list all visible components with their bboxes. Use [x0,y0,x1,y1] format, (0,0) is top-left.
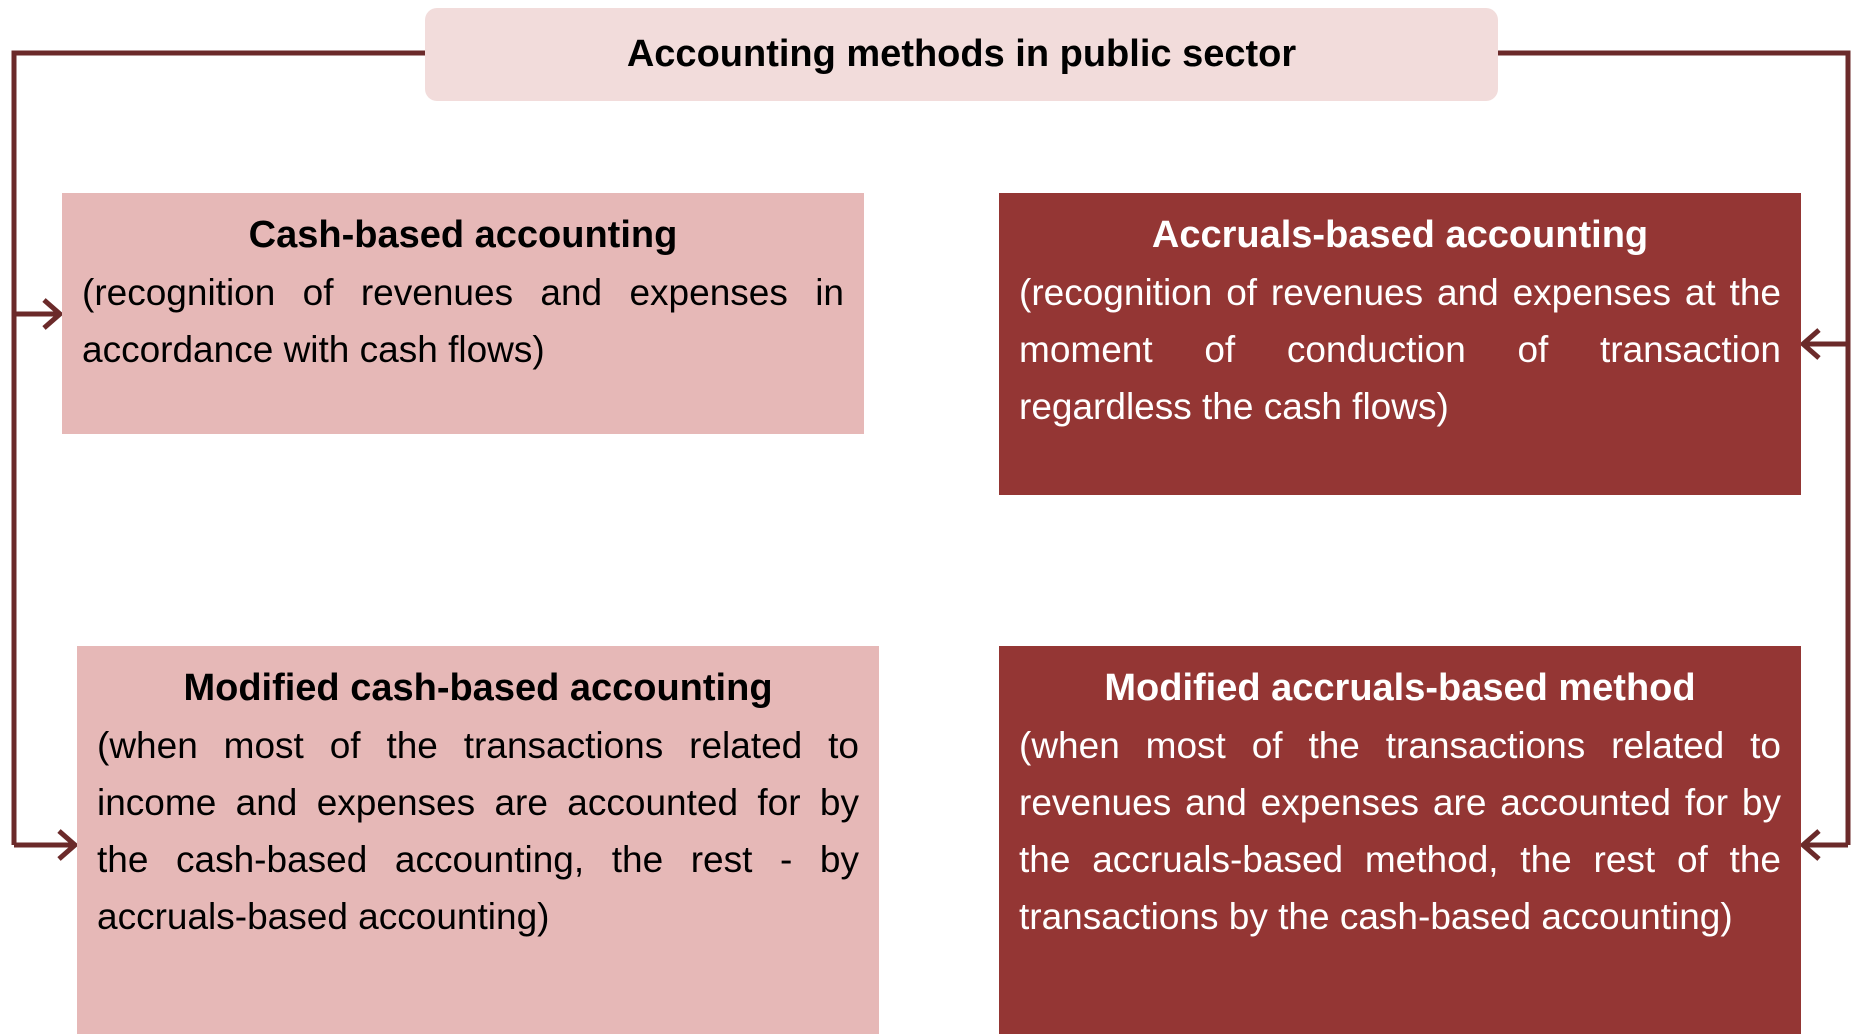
box-text: (when most of the transactions related t… [97,725,859,937]
box-heading: Modified accruals-based method [1104,667,1696,709]
left-connector [11,50,425,845]
box: Modified cash-based accounting (when mos… [77,646,879,1034]
right-connector [1498,50,1851,845]
arrow [14,298,64,330]
box-text: (when most of the transactions related t… [1019,725,1781,937]
box: Modified accruals-based method (when mos… [999,646,1801,1034]
box-heading: Cash-based accounting [248,214,678,256]
box: Accruals-based accounting (recognition o… [999,193,1801,495]
title: Accounting methods in public sector [425,8,1498,101]
box-heading: Modified cash-based accounting [183,667,773,709]
arrow [1799,829,1848,861]
box-text: (recognition of revenues and expenses at… [1019,272,1781,427]
box: Cash-based accounting (recognition of re… [62,193,864,434]
arrow [1799,328,1848,360]
box-text: (recognition of revenues and expenses in… [82,272,844,370]
box-heading: Accruals-based accounting [1151,214,1649,256]
arrow [14,829,79,861]
